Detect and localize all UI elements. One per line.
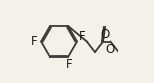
Text: F: F [79, 30, 85, 43]
Text: F: F [30, 35, 37, 48]
Text: F: F [66, 58, 73, 71]
Text: O: O [101, 28, 110, 42]
Text: O: O [106, 43, 115, 56]
